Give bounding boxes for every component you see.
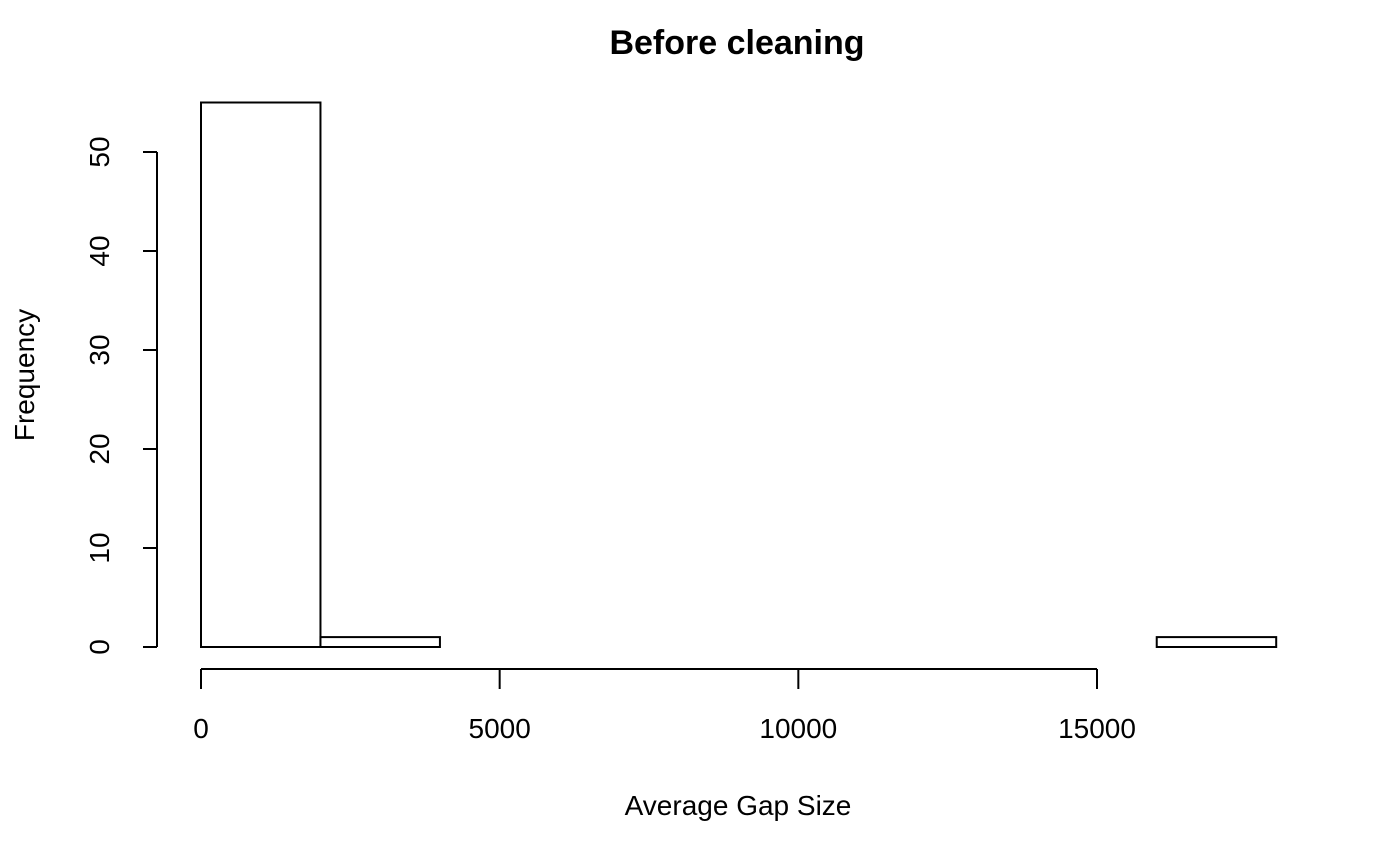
- y-tick-label: 0: [84, 639, 115, 655]
- x-tick-label: 5000: [469, 713, 531, 744]
- x-axis: 0 5000 10000 15000: [193, 668, 1136, 744]
- x-tick-label: 15000: [1058, 713, 1136, 744]
- histogram-bar: [319, 636, 441, 648]
- x-tick-label: 10000: [759, 713, 837, 744]
- histogram-bar: [200, 101, 322, 648]
- chart-title: Before cleaning: [609, 24, 864, 62]
- x-tick-label: 0: [193, 713, 209, 744]
- y-tick-label: 50: [84, 136, 115, 167]
- y-axis: 0 10 20 30 40 50: [84, 136, 158, 655]
- y-tick-label: 20: [84, 433, 115, 464]
- x-axis-label: Average Gap Size: [625, 790, 852, 821]
- y-axis-label: Frequency: [9, 309, 40, 441]
- y-tick-label: 40: [84, 235, 115, 266]
- y-tick-label: 30: [84, 334, 115, 365]
- y-tick-label: 10: [84, 532, 115, 563]
- histogram-bars: [200, 101, 1278, 648]
- histogram-bar: [1155, 636, 1278, 648]
